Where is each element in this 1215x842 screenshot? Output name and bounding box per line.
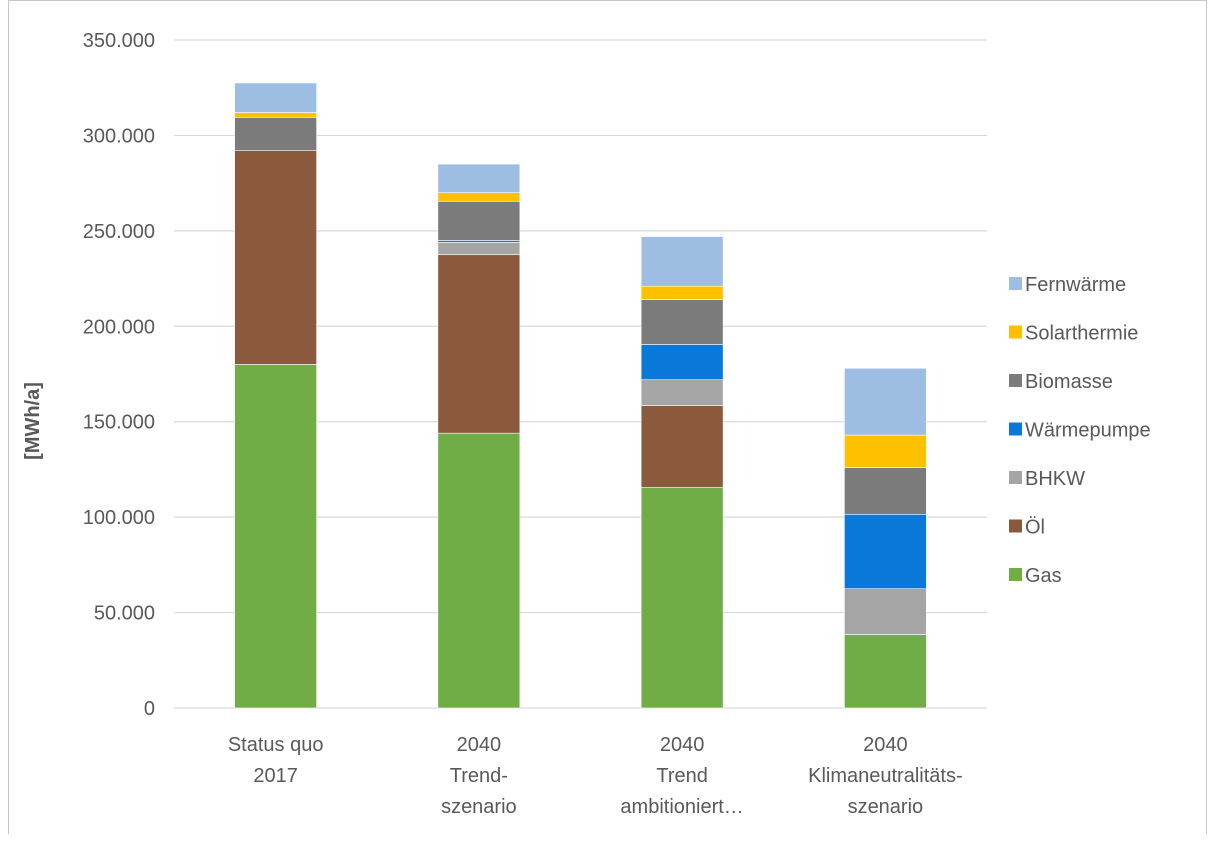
legend-swatch-gas [1009, 568, 1022, 581]
legend-swatch-fernwärme [1009, 277, 1022, 290]
legend: Fernwärme Solarthermie Biomasse Wärmepumpe B… [1009, 274, 1151, 587]
y-axis-label: [MWh/a] [22, 382, 44, 460]
bar-segment-fernwärme [844, 367, 927, 436]
x-category-label: szenario [848, 796, 924, 818]
bar-segment-solarthermie [844, 434, 927, 468]
legend-label-bhkw: BHKW [1025, 468, 1085, 490]
y-tick-label: 50.000 [94, 603, 155, 625]
bar-segment-fernwärme [234, 82, 317, 113]
bars [234, 82, 927, 709]
bar-segment-biomasse [640, 299, 724, 345]
bar-segment-solarthermie [640, 285, 724, 300]
legend-swatch-solarthermie [1009, 325, 1022, 339]
x-category-label: 2040 [660, 734, 705, 756]
legend-label-öl: Öl [1025, 517, 1045, 539]
x-category-label: 2040 [863, 734, 908, 756]
bar-segment-solarthermie [234, 112, 317, 118]
y-tick-label: 350.000 [83, 30, 155, 52]
bar-segment-gas [437, 432, 521, 709]
legend-swatch-wärmepumpe [1009, 422, 1022, 436]
bar-segment-wärmepumpe [640, 344, 724, 381]
y-axis-ticks: 0 50.000 100.000 150.000 200.000 250.000 300.0… [83, 30, 155, 720]
bar-segment-biomasse [844, 467, 927, 515]
stacked-bar-chart: 0 50.000 100.000 150.000 200.000 250.000 300.0… [22, 30, 1151, 818]
x-axis-categories: Status quo 2017 2040 Trend-szenario 2040 Tren… [228, 734, 963, 818]
chart-frame: 0 50.000 100.000 150.000 200.000 250.000 300.0… [8, 0, 1207, 834]
legend-swatch-öl [1009, 519, 1022, 533]
legend-swatch-biomasse [1009, 374, 1022, 387]
legend-label-biomasse: Biomasse [1025, 371, 1113, 393]
legend-label-fernwärme: Fernwärme [1025, 274, 1126, 296]
x-category-label: szenario [441, 796, 517, 818]
legend-label-wärmepumpe: Wärmepumpe [1025, 420, 1151, 442]
x-category-label: Klimaneutralitäts- [808, 765, 963, 787]
y-tick-label: 250.000 [83, 221, 155, 243]
x-category-label: Trend [656, 765, 708, 787]
y-tick-label: 150.000 [83, 412, 155, 434]
bar-segment-gas [234, 364, 317, 709]
bar-segment-solarthermie [437, 192, 521, 202]
legend-label-solarthermie: Solarthermie [1025, 323, 1138, 345]
x-category-label: Trend- [450, 765, 508, 787]
bar-segment-bhkw [640, 379, 724, 406]
bar-segment-gas [640, 487, 724, 709]
y-tick-label: 300.000 [83, 125, 155, 147]
y-tick-label: 200.000 [83, 316, 155, 338]
bar-segment-fernwärme [640, 236, 724, 287]
x-category-label: Status quo [228, 734, 324, 756]
bar-segment-wärmepumpe [844, 513, 927, 590]
y-tick-label: 100.000 [83, 507, 155, 529]
bar-segment-öl [640, 405, 724, 488]
bar-segment-fernwärme [437, 163, 521, 193]
x-category-label: ambitioniert… [620, 796, 743, 818]
bar-segment-öl [437, 254, 521, 434]
bar-segment-öl [234, 150, 317, 365]
bar-segment-bhkw [437, 242, 521, 256]
legend-swatch-bhkw [1009, 471, 1022, 484]
bar-segment-bhkw [844, 588, 927, 635]
legend-label-gas: Gas [1025, 565, 1062, 587]
x-category-label: 2040 [457, 734, 502, 756]
y-tick-label: 0 [144, 698, 155, 720]
bar-segment-gas [844, 634, 927, 709]
bar-segment-biomasse [437, 200, 521, 241]
bar-segment-biomasse [234, 116, 317, 151]
x-category-label: 2017 [253, 765, 298, 787]
